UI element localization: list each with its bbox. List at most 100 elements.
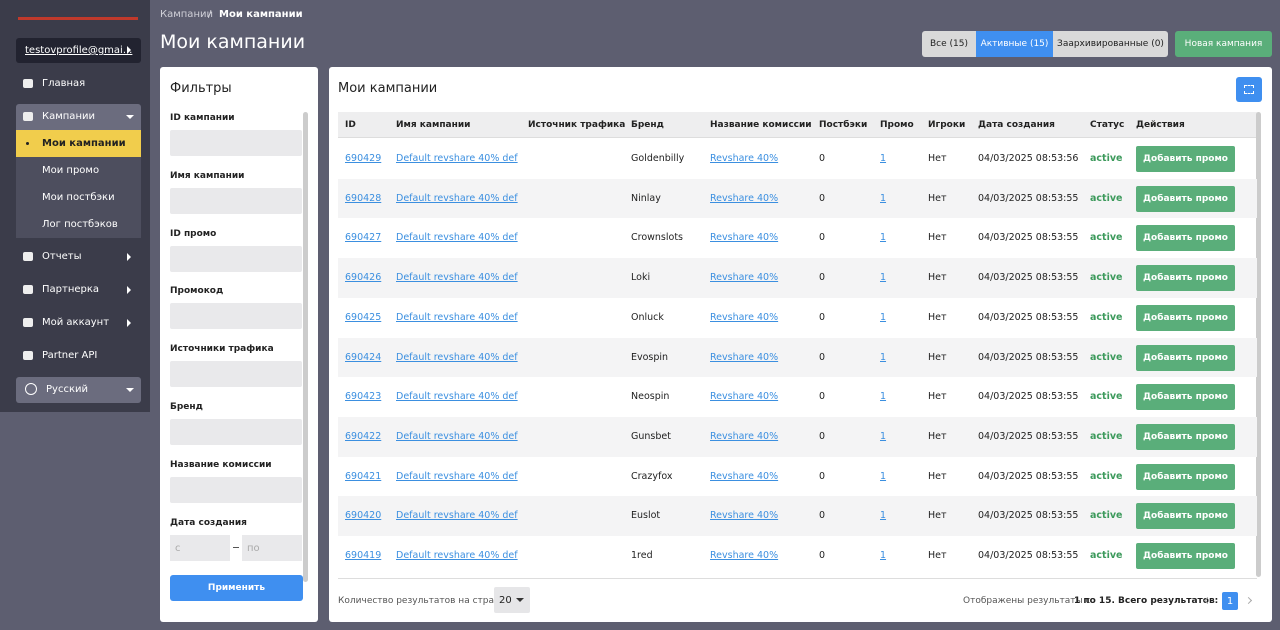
cell-link[interactable]: Default revshare 40% def: [396, 470, 518, 482]
cell-link[interactable]: 690421: [345, 470, 382, 482]
menu-item[interactable]: Мой аккаунт: [16, 310, 141, 336]
submenu-item[interactable]: Мои кампании: [16, 130, 141, 157]
cell-link[interactable]: 1: [880, 510, 887, 522]
apply-button[interactable]: Применить: [170, 575, 303, 601]
menu-item[interactable]: Кампании: [16, 104, 141, 130]
page-button[interactable]: 1: [1222, 592, 1238, 610]
cell-link[interactable]: Default revshare 40% def: [396, 351, 518, 363]
cell-link[interactable]: 690425: [345, 311, 382, 323]
cell-link[interactable]: 690427: [345, 232, 382, 244]
menu-item[interactable]: Партнерка: [16, 277, 141, 303]
cell-link[interactable]: 1: [880, 272, 887, 284]
chevron: [127, 253, 131, 261]
cell: Loki: [631, 272, 651, 284]
submenu-item[interactable]: Мои постбэки: [42, 192, 115, 203]
filter-input[interactable]: [170, 130, 302, 156]
cell-link[interactable]: Default revshare 40% def: [396, 232, 518, 244]
add-promo-button[interactable]: Добавить промо: [1136, 146, 1235, 172]
add-promo-button[interactable]: Добавить промо: [1136, 384, 1235, 411]
filter-input[interactable]: [170, 245, 302, 272]
cell: Ninlay: [631, 192, 661, 204]
account-button[interactable]: testovprofile@gmai...: [16, 38, 141, 63]
cell-link[interactable]: Revshare 40%: [710, 391, 779, 403]
menu-item[interactable]: Отчеты: [16, 244, 141, 270]
cell-link[interactable]: Revshare 40%: [710, 311, 779, 323]
cell-link[interactable]: 690419: [345, 550, 382, 561]
tab[interactable]: Все (15): [922, 31, 976, 57]
cell-link[interactable]: 690422: [345, 430, 382, 442]
cell-link[interactable]: Default revshare 40% def: [396, 153, 518, 164]
submenu-item[interactable]: Лог постбэков: [42, 219, 118, 230]
filter-input[interactable]: [170, 187, 302, 214]
menu-item[interactable]: Главная: [16, 71, 141, 97]
cell: active: [1090, 311, 1123, 323]
cell-link[interactable]: Revshare 40%: [710, 153, 779, 164]
cell-link[interactable]: 690429: [345, 153, 382, 164]
cell: active: [1090, 351, 1123, 363]
cell-link[interactable]: 690428: [345, 192, 382, 204]
cell-link[interactable]: Revshare 40%: [710, 351, 779, 363]
cell-link[interactable]: 1: [880, 351, 887, 363]
add-promo-button[interactable]: Добавить промо: [1136, 344, 1235, 371]
cell-link[interactable]: 1: [880, 430, 887, 442]
cell: active: [1090, 391, 1123, 403]
cell-link[interactable]: Default revshare 40% def: [396, 510, 518, 522]
add-promo-button[interactable]: Добавить промо: [1136, 185, 1235, 212]
filter-input[interactable]: [170, 476, 302, 503]
table-header-row: [338, 112, 1257, 138]
date-to[interactable]: по: [242, 535, 302, 561]
cell-link[interactable]: Default revshare 40% def: [396, 550, 518, 561]
language-select[interactable]: Русский: [16, 377, 141, 403]
cell-link[interactable]: Default revshare 40% def: [396, 430, 518, 442]
cell-link[interactable]: 1: [880, 470, 887, 482]
new-campaign-button[interactable]: Новая кампания: [1175, 31, 1272, 57]
next-page[interactable]: [1244, 596, 1253, 605]
cell: 04/03/2025 08:53:55: [978, 232, 1079, 244]
add-promo-button[interactable]: Добавить промо: [1136, 225, 1235, 252]
cell-link[interactable]: 690423: [345, 391, 382, 403]
filters-title: Фильтры: [170, 81, 232, 96]
add-promo-button[interactable]: Добавить промо: [1136, 265, 1235, 292]
cell-link[interactable]: 690426: [345, 272, 382, 284]
cell-link[interactable]: 1: [880, 192, 887, 204]
fullscreen-button[interactable]: [1236, 77, 1262, 102]
date-from[interactable]: с: [170, 535, 230, 561]
filter-label: ID промо: [170, 228, 217, 239]
filter-input[interactable]: [170, 303, 302, 330]
column-header: Источник трафика: [528, 120, 626, 130]
add-promo-button[interactable]: Добавить промо: [1136, 304, 1235, 331]
tab[interactable]: Активные (15): [976, 31, 1053, 57]
cell-link[interactable]: 1: [880, 550, 887, 561]
filter-input[interactable]: [170, 361, 302, 388]
cell-link[interactable]: 1: [880, 311, 887, 323]
menu-item[interactable]: Partner API: [16, 343, 141, 369]
filters-panel: Фильтры ID кампании Имя кампании ID промо Пр…: [160, 67, 318, 622]
filter-label: Дата создания: [170, 517, 247, 528]
cell-link[interactable]: Default revshare 40% def: [396, 272, 518, 284]
cell-link[interactable]: 690424: [345, 351, 382, 363]
cell-link[interactable]: 1: [880, 391, 887, 403]
tab[interactable]: Заархивированные (0): [1053, 31, 1168, 57]
cell-link[interactable]: Default revshare 40% def: [396, 311, 518, 323]
cell-link[interactable]: 1: [880, 232, 887, 244]
cell-link[interactable]: Default revshare 40% def: [396, 391, 518, 403]
cell-link[interactable]: Revshare 40%: [710, 510, 779, 522]
cell-link[interactable]: Revshare 40%: [710, 470, 779, 482]
submenu-item[interactable]: Мои промо: [42, 165, 100, 176]
add-promo-button[interactable]: Добавить промо: [1136, 543, 1235, 569]
add-promo-button[interactable]: Добавить промо: [1136, 503, 1235, 530]
cell-link[interactable]: Revshare 40%: [710, 550, 779, 561]
add-promo-button[interactable]: Добавить промо: [1136, 423, 1235, 450]
cell-link[interactable]: Revshare 40%: [710, 430, 779, 442]
cell-link[interactable]: 1: [880, 153, 887, 164]
breadcrumb-item[interactable]: Кампании: [160, 9, 213, 20]
cell-link[interactable]: Revshare 40%: [710, 192, 779, 204]
per-page-select[interactable]: 20: [494, 587, 530, 613]
column-header: Действия: [1136, 120, 1185, 130]
cell-link[interactable]: 690420: [345, 510, 382, 522]
filter-input[interactable]: [170, 419, 302, 445]
add-promo-button[interactable]: Добавить промо: [1136, 463, 1235, 490]
cell-link[interactable]: Revshare 40%: [710, 272, 779, 284]
cell-link[interactable]: Revshare 40%: [710, 232, 779, 244]
cell-link[interactable]: Default revshare 40% def: [396, 192, 518, 204]
